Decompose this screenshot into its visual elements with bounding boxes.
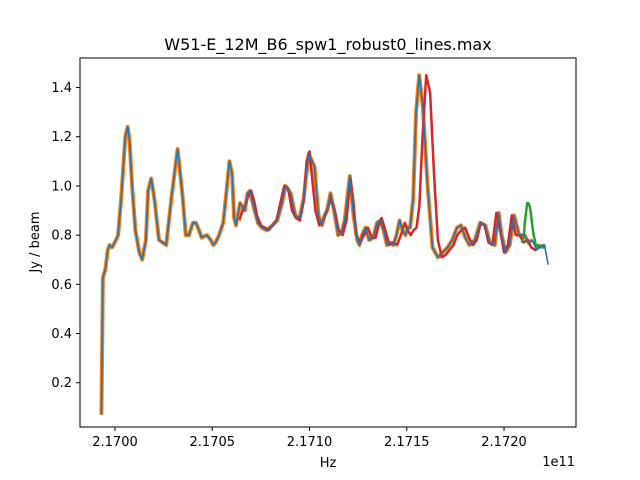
x-tick-label: 2.1720 [481,435,527,450]
plot-frame [79,57,577,428]
x-tick-label: 2.1700 [92,435,138,450]
x-axis-offset-text: 1e11 [542,455,575,470]
y-tick-label: 1.2 [51,130,72,145]
y-tick-label: 1.0 [51,179,72,194]
x-tick-label: 2.1705 [190,435,236,450]
x-tick-label: 2.1715 [384,435,430,450]
y-tick-label: 0.2 [51,376,72,391]
series-line-3 [520,201,547,249]
y-tick-label: 0.6 [51,278,72,293]
x-axis-ticks: 2.1700 2.1705 2.1710 2.1715 2.1720 [92,427,527,450]
series-line-4 [100,74,549,415]
y-tick-label: 1.4 [51,81,72,96]
y-tick-label: 0.8 [51,229,72,244]
y-axis-label: Jy / beam [28,211,43,273]
chart-title: W51-E_12M_B6_spw1_robust0_lines.max [164,35,491,55]
x-tick-label: 2.1710 [287,435,333,450]
y-axis-ticks: 0.2 0.4 0.6 0.8 1.0 1.2 1.4 [51,81,80,391]
x-axis-label: Hz [320,456,337,471]
y-tick-label: 0.4 [51,327,72,342]
series-layer [99,73,549,415]
